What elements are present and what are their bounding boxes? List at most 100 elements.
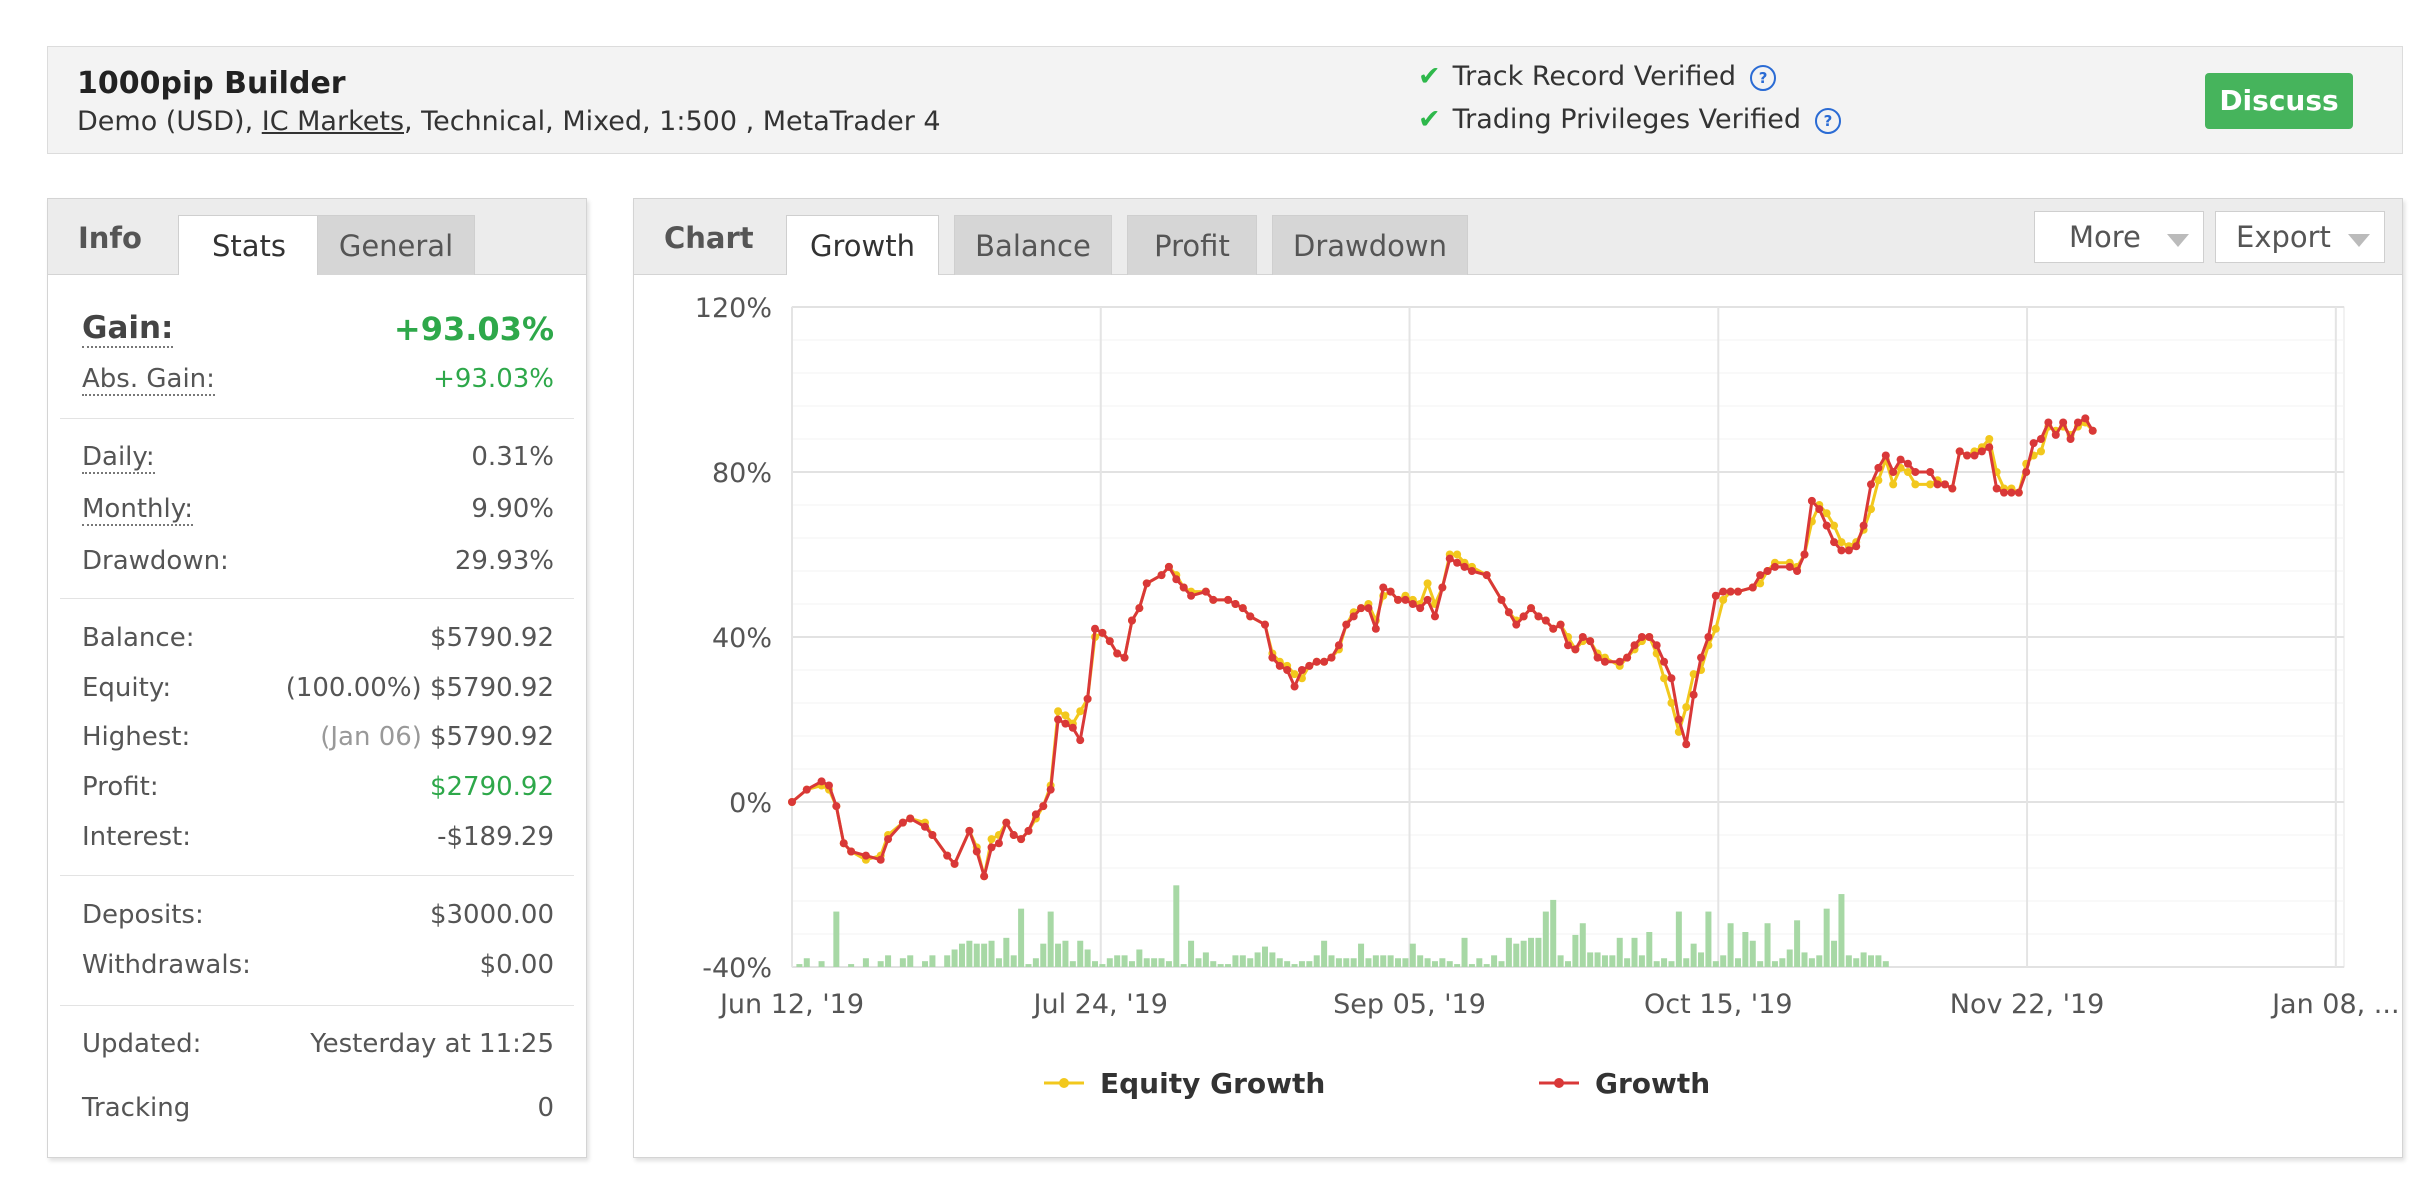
series-point xyxy=(2000,488,2009,497)
series-point xyxy=(1268,653,1277,662)
series-point xyxy=(1837,538,1846,547)
series-point xyxy=(1556,620,1565,629)
divider xyxy=(60,1005,574,1006)
volume-bar xyxy=(1077,940,1084,967)
series-point xyxy=(1637,633,1646,641)
tab-balance[interactable]: Balance xyxy=(954,215,1112,275)
series-point xyxy=(1120,653,1129,662)
series-point xyxy=(1135,604,1144,613)
volume-bar xyxy=(1594,952,1601,967)
series-point xyxy=(1423,579,1432,588)
series-point xyxy=(1497,595,1506,604)
volume-bar xyxy=(1158,958,1165,967)
volume-bar xyxy=(1794,920,1801,967)
series-point xyxy=(1482,571,1491,580)
volume-bar xyxy=(1439,958,1446,967)
series-point xyxy=(1903,468,1912,476)
series-point xyxy=(1209,595,1218,604)
series-point xyxy=(1260,620,1269,629)
series-point xyxy=(1874,476,1883,485)
volume-bar xyxy=(922,961,929,967)
broker-link[interactable]: IC Markets xyxy=(261,106,405,137)
volume-bar xyxy=(1461,937,1468,967)
series-point xyxy=(1061,719,1070,728)
series-point xyxy=(1164,562,1173,571)
volume-bar xyxy=(1601,955,1608,967)
volume-bar xyxy=(1572,934,1579,967)
interest-label: Interest: xyxy=(82,822,191,852)
series-point xyxy=(1290,682,1299,691)
volume-bar xyxy=(1025,964,1032,967)
abs-gain-label[interactable]: Abs. Gain: xyxy=(82,364,215,396)
monthly-value: 9.90% xyxy=(471,494,554,524)
discuss-button[interactable]: Discuss xyxy=(2205,73,2353,129)
divider xyxy=(60,598,574,599)
series-point xyxy=(839,839,848,848)
series-point xyxy=(1564,641,1572,650)
series-point xyxy=(1674,715,1683,724)
volume-bar xyxy=(899,958,906,967)
volume-bar xyxy=(1868,955,1875,967)
more-label: More xyxy=(2069,220,2141,254)
volume-bar xyxy=(1712,961,1719,967)
equity-row: Equity: (100.00%) $5790.92 xyxy=(82,673,554,713)
volume-bar xyxy=(1690,943,1697,967)
highest-date: (Jan 06) xyxy=(320,722,422,752)
series-point xyxy=(1127,616,1136,625)
help-icon[interactable]: ? xyxy=(1815,107,1842,134)
series-point xyxy=(987,835,996,844)
series-point xyxy=(1098,628,1107,637)
tab-profit[interactable]: Profit xyxy=(1127,215,1257,275)
divider xyxy=(60,418,574,419)
tab-drawdown[interactable]: Drawdown xyxy=(1272,215,1468,275)
gain-row: Gain: +93.03% xyxy=(82,310,554,354)
series-point xyxy=(1024,826,1033,835)
series-point xyxy=(1940,480,1949,489)
volume-bar xyxy=(1675,911,1682,967)
series-point xyxy=(1719,587,1728,596)
series-point xyxy=(832,802,841,811)
volume-bar xyxy=(1483,964,1490,967)
series-point xyxy=(1327,653,1336,662)
volume-bar xyxy=(1653,961,1660,967)
series-point xyxy=(943,851,952,860)
legend-label: Equity Growth xyxy=(1100,1067,1325,1100)
volume-bar xyxy=(1217,964,1224,967)
series-point xyxy=(1807,496,1816,505)
volume-bar xyxy=(1225,964,1232,967)
volume-bar xyxy=(1202,952,1209,967)
series-point xyxy=(1615,657,1624,666)
monthly-label[interactable]: Monthly: xyxy=(82,494,193,526)
more-dropdown[interactable]: More xyxy=(2034,211,2204,263)
series-point xyxy=(1667,674,1676,683)
gain-label[interactable]: Gain: xyxy=(82,310,174,348)
volume-bar xyxy=(1816,955,1823,967)
export-dropdown[interactable]: Export xyxy=(2215,211,2385,263)
series-point xyxy=(1682,703,1691,712)
series-point xyxy=(1142,579,1151,588)
tab-general[interactable]: General xyxy=(317,215,475,275)
daily-label[interactable]: Daily: xyxy=(82,442,155,474)
series-point xyxy=(2044,418,2053,427)
series-point xyxy=(1889,480,1898,489)
help-icon[interactable]: ? xyxy=(1750,64,1777,91)
volume-bar xyxy=(1321,940,1328,967)
tracking-value: 0 xyxy=(537,1093,554,1123)
series-point xyxy=(1105,637,1114,646)
tab-growth[interactable]: Growth xyxy=(786,215,939,275)
series-point xyxy=(802,785,811,794)
volume-bar xyxy=(944,955,951,967)
growth-chart[interactable]: 120% 80% 40% 0% -40% Jun 12, '19 Jul 24, '19 Se… xyxy=(634,275,2402,1155)
volume-bar xyxy=(1853,958,1860,967)
x-tick-label: Sep 05, '19 xyxy=(1333,989,1486,1020)
series-point xyxy=(1438,583,1447,592)
tab-stats[interactable]: Stats xyxy=(178,215,320,275)
volume-bar xyxy=(1121,955,1128,967)
info-title: Info xyxy=(78,221,142,255)
volume-bar xyxy=(995,958,1002,967)
series-point xyxy=(1586,637,1595,646)
x-tick-label: Jun 12, '19 xyxy=(718,989,864,1020)
volume-bar xyxy=(1128,961,1135,967)
series-point xyxy=(1453,558,1462,567)
volume-bar xyxy=(1409,943,1416,967)
